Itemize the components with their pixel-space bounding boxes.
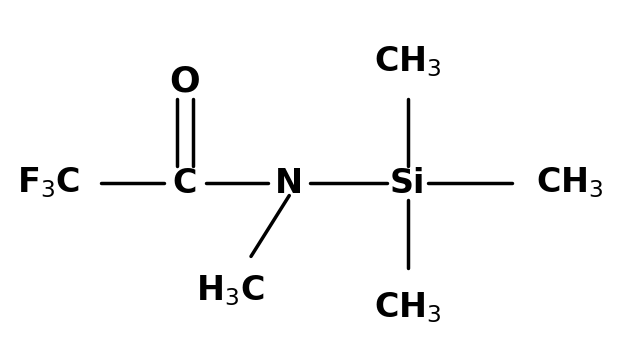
- Text: Si: Si: [390, 166, 425, 200]
- Text: CH$_3$: CH$_3$: [536, 166, 604, 201]
- Text: CH$_3$: CH$_3$: [374, 44, 442, 79]
- Text: F$_3$C: F$_3$C: [17, 166, 81, 201]
- Text: CH$_3$: CH$_3$: [374, 290, 442, 325]
- Text: N: N: [275, 166, 303, 200]
- Text: O: O: [170, 65, 200, 99]
- Text: C: C: [173, 166, 197, 200]
- Text: H$_3$C: H$_3$C: [196, 273, 264, 308]
